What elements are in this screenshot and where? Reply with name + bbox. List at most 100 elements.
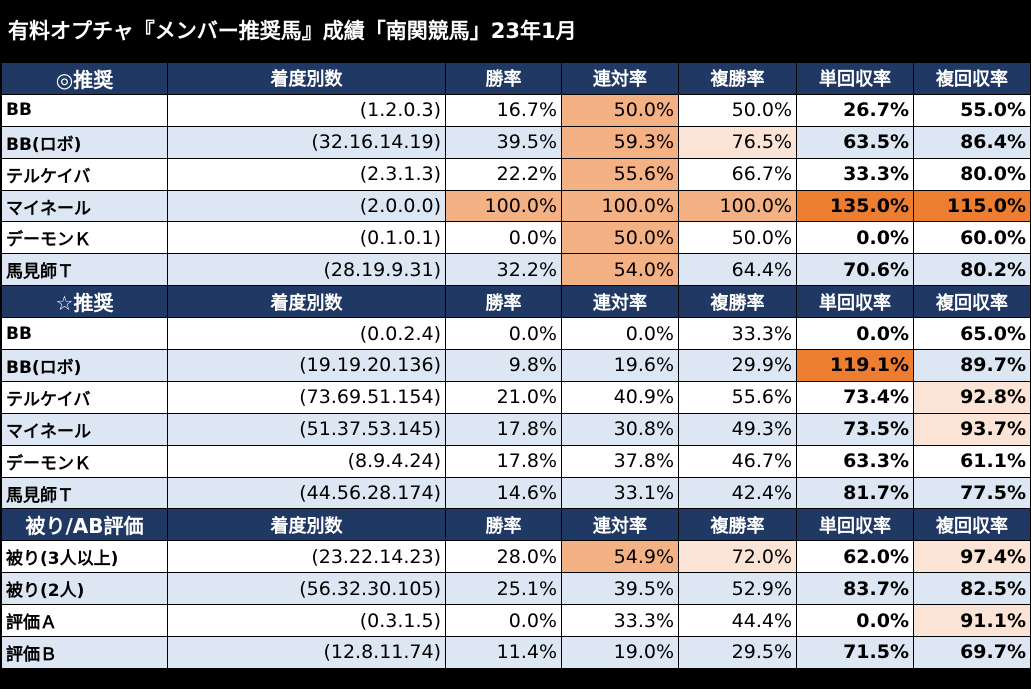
tan-return-cell: 33.3% — [796, 157, 914, 191]
fuku-return-cell: 91.1% — [913, 604, 1031, 638]
record-cell: (0.3.1.5) — [167, 604, 446, 638]
section-label: ☆推奨 — [1, 285, 168, 319]
row-name: 評価Ｂ — [1, 636, 168, 669]
record-cell: (56.32.30.105) — [167, 572, 446, 606]
rentai-cell: 19.6% — [561, 349, 679, 382]
row-name: テルケイバ — [1, 380, 168, 414]
rentai-cell: 54.9% — [561, 540, 679, 574]
table-row: 被り(2人) (56.32.30.105) 25.1% 39.5% 52.9% … — [1, 572, 1031, 606]
record-cell: (23.22.14.23) — [167, 540, 446, 574]
fukusho-cell: 49.3% — [678, 412, 797, 446]
rentai-cell: 33.3% — [561, 604, 679, 638]
row-name: マイネール — [1, 412, 168, 446]
column-header-fukusho: 複勝率 — [678, 508, 797, 542]
page-title: 有料オプチャ『メンバー推奨馬』成績「南関競馬」23年1月 — [8, 19, 577, 43]
row-name: マイネール — [1, 189, 168, 223]
fukusho-cell: 64.4% — [678, 253, 797, 287]
table-row: BB(ロボ) (19.19.20.136) 9.8% 19.6% 29.9% 1… — [1, 349, 1031, 382]
rentai-cell: 39.5% — [561, 572, 679, 606]
tan-return-cell: 81.7% — [796, 476, 914, 510]
record-cell: (0.1.0.1) — [167, 221, 446, 255]
column-header-fuku-return: 複回収率 — [913, 62, 1031, 95]
rentai-cell: 30.8% — [561, 412, 679, 446]
record-cell: (0.0.2.4) — [167, 317, 446, 351]
column-header-fukusho: 複勝率 — [678, 62, 797, 95]
fuku-return-cell: 65.0% — [913, 317, 1031, 351]
section-header: 被り/AB評価 着度別数 勝率 連対率 複勝率 単回収率 複回収率 — [1, 508, 1031, 542]
column-header-win: 勝率 — [445, 62, 562, 95]
tan-return-cell: 71.5% — [796, 636, 914, 669]
fuku-return-cell: 92.8% — [913, 380, 1031, 414]
row-name: 被り(3人以上) — [1, 540, 168, 574]
win-cell: 0.0% — [445, 604, 562, 638]
table-row: デーモンＫ (8.9.4.24) 17.8% 37.8% 46.7% 63.3%… — [1, 444, 1031, 478]
row-name: デーモンＫ — [1, 221, 168, 255]
fuku-return-cell: 69.7% — [913, 636, 1031, 669]
fuku-return-cell: 115.0% — [913, 189, 1031, 223]
table-row: 評価Ａ (0.3.1.5) 0.0% 33.3% 44.4% 0.0% 91.1… — [1, 604, 1031, 638]
win-cell: 28.0% — [445, 540, 562, 574]
win-cell: 14.6% — [445, 476, 562, 510]
table-row: 馬見師Ｔ (44.56.28.174) 14.6% 33.1% 42.4% 81… — [1, 476, 1031, 510]
record-cell: (32.16.14.19) — [167, 125, 446, 159]
table-row: 評価Ｂ (12.8.11.74) 11.4% 19.0% 29.5% 71.5%… — [1, 636, 1031, 669]
tan-return-cell: 119.1% — [796, 349, 914, 382]
rentai-cell: 19.0% — [561, 636, 679, 669]
record-cell: (19.19.20.136) — [167, 349, 446, 382]
tan-return-cell: 26.7% — [796, 93, 914, 127]
fukusho-cell: 72.0% — [678, 540, 797, 574]
row-name: 馬見師Ｔ — [1, 253, 168, 287]
fukusho-cell: 50.0% — [678, 221, 797, 255]
rentai-cell: 55.6% — [561, 157, 679, 191]
fuku-return-cell: 97.4% — [913, 540, 1031, 574]
win-cell: 0.0% — [445, 221, 562, 255]
tan-return-cell: 135.0% — [796, 189, 914, 223]
win-cell: 21.0% — [445, 380, 562, 414]
table-row: BB (1.2.0.3) 16.7% 50.0% 50.0% 26.7% 55.… — [1, 93, 1031, 127]
tan-return-cell: 70.6% — [796, 253, 914, 287]
rentai-cell: 40.9% — [561, 380, 679, 414]
row-name: 被り(2人) — [1, 572, 168, 606]
fuku-return-cell: 60.0% — [913, 221, 1031, 255]
fukusho-cell: 29.9% — [678, 349, 797, 382]
column-header-fuku-return: 複回収率 — [913, 285, 1031, 319]
table-row: 被り(3人以上) (23.22.14.23) 28.0% 54.9% 72.0%… — [1, 540, 1031, 574]
tan-return-cell: 0.0% — [796, 317, 914, 351]
win-cell: 16.7% — [445, 93, 562, 127]
column-header-rentai: 連対率 — [561, 508, 679, 542]
fuku-return-cell: 77.5% — [913, 476, 1031, 510]
column-header-record: 着度別数 — [167, 285, 446, 319]
fukusho-cell: 50.0% — [678, 93, 797, 127]
rentai-cell: 54.0% — [561, 253, 679, 287]
row-name: デーモンＫ — [1, 444, 168, 478]
win-cell: 39.5% — [445, 125, 562, 159]
column-header-win: 勝率 — [445, 508, 562, 542]
rentai-cell: 33.1% — [561, 476, 679, 510]
win-cell: 17.8% — [445, 412, 562, 446]
tan-return-cell: 0.0% — [796, 604, 914, 638]
row-name: 評価Ａ — [1, 604, 168, 638]
fukusho-cell: 46.7% — [678, 444, 797, 478]
column-header-tan-return: 単回収率 — [796, 285, 914, 319]
record-cell: (12.8.11.74) — [167, 636, 446, 669]
column-header-fukusho: 複勝率 — [678, 285, 797, 319]
win-cell: 100.0% — [445, 189, 562, 223]
win-cell: 25.1% — [445, 572, 562, 606]
fukusho-cell: 76.5% — [678, 125, 797, 159]
record-cell: (28.19.9.31) — [167, 253, 446, 287]
section-header: ☆推奨 着度別数 勝率 連対率 複勝率 単回収率 複回収率 — [1, 285, 1031, 319]
record-cell: (51.37.53.145) — [167, 412, 446, 446]
fuku-return-cell: 86.4% — [913, 125, 1031, 159]
column-header-record: 着度別数 — [167, 508, 446, 542]
column-header-tan-return: 単回収率 — [796, 62, 914, 95]
record-cell: (2.3.1.3) — [167, 157, 446, 191]
tan-return-cell: 63.3% — [796, 444, 914, 478]
column-header-win: 勝率 — [445, 285, 562, 319]
section-header: ◎推奨 着度別数 勝率 連対率 複勝率 単回収率 複回収率 — [1, 62, 1031, 95]
rentai-cell: 100.0% — [561, 189, 679, 223]
tan-return-cell: 62.0% — [796, 540, 914, 574]
record-cell: (73.69.51.154) — [167, 380, 446, 414]
section-label: ◎推奨 — [1, 62, 168, 95]
section-label: 被り/AB評価 — [1, 508, 168, 542]
fukusho-cell: 52.9% — [678, 572, 797, 606]
